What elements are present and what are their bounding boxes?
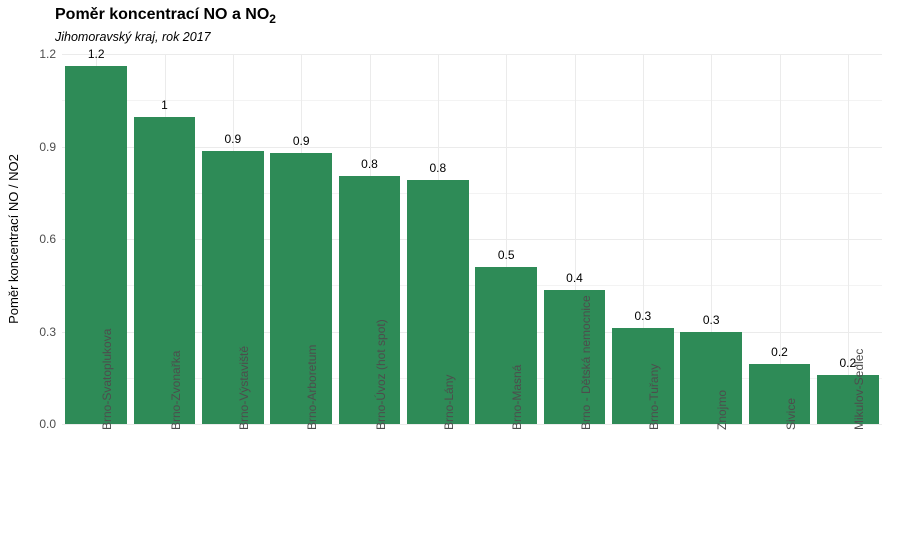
bar: [475, 267, 537, 424]
bar-value-label: 0.3: [703, 313, 720, 327]
gridline-major: [62, 54, 882, 55]
y-tick-label: 0.9: [16, 140, 56, 154]
chart-title-subscript: 2: [269, 12, 276, 26]
bar-value-label: 0.3: [634, 309, 651, 323]
bar: [749, 364, 811, 424]
bar-value-label: 0.8: [429, 161, 446, 175]
bar: [202, 151, 264, 424]
bar-value-label: 0.5: [498, 248, 515, 262]
bar: [339, 176, 401, 424]
plot-area: 1.210.90.90.80.80.50.40.30.30.20.2: [62, 54, 882, 424]
chart-title: Poměr koncentrací NO a NO2: [55, 6, 276, 24]
bar: [544, 290, 606, 424]
bar-value-label: 0.4: [566, 271, 583, 285]
gridline-major: [62, 424, 882, 425]
chart-container: Poměr koncentrací NO a NO2 Jihomoravský …: [0, 0, 900, 550]
y-tick-label: 0.6: [16, 232, 56, 246]
bar-value-label: 0.9: [293, 134, 310, 148]
bar-value-label: 0.2: [771, 345, 788, 359]
chart-title-text: Poměr koncentrací NO a NO: [55, 6, 269, 23]
bar: [680, 332, 742, 424]
y-axis-title: Poměr koncentrací NO / NO2: [6, 69, 21, 239]
bar: [270, 153, 332, 424]
bar-value-label: 1: [161, 98, 168, 112]
bar: [65, 66, 127, 424]
gridline-minor: [62, 100, 882, 101]
y-tick-label: 0.3: [16, 325, 56, 339]
bar: [407, 180, 469, 424]
bar: [612, 328, 674, 424]
bar: [134, 117, 196, 424]
y-tick-label: 1.2: [16, 47, 56, 61]
bar-value-label: 1.2: [88, 47, 105, 61]
bar: [817, 375, 879, 424]
chart-subtitle: Jihomoravský kraj, rok 2017: [55, 30, 211, 44]
bar-value-label: 0.8: [361, 157, 378, 171]
y-tick-label: 0.0: [16, 417, 56, 431]
bar-value-label: 0.9: [224, 132, 241, 146]
